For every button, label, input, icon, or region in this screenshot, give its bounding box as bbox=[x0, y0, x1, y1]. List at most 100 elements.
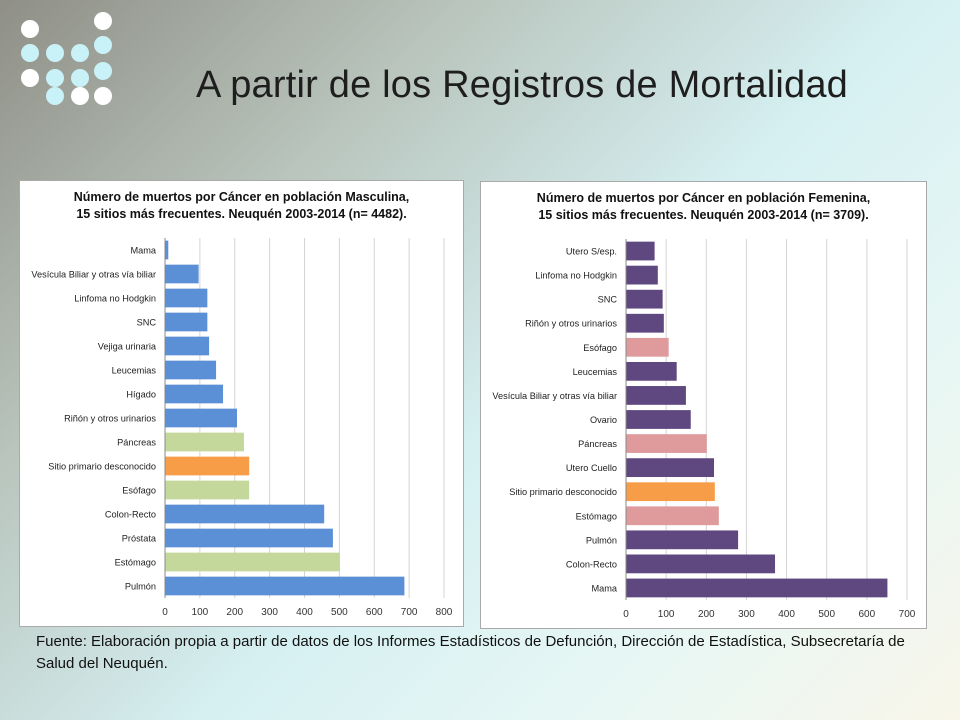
female-category-label: Esófago bbox=[583, 343, 617, 353]
male-x-tick-label: 400 bbox=[296, 607, 313, 618]
male-category-label: Vejiga urinaria bbox=[98, 342, 157, 352]
female-chart-title-line-2: 15 sitios más frecuentes. Neuquén 2003-2… bbox=[538, 208, 869, 222]
female-chart-title: Número de muertos por Cáncer en població… bbox=[481, 190, 926, 224]
female-cancer-chart: Número de muertos por Cáncer en població… bbox=[480, 181, 927, 629]
male-category-label: SNC bbox=[137, 318, 157, 328]
male-chart-plot: 0 100 200 300 400 500 600 700 800 Mama Vesícula Bi… bbox=[31, 238, 453, 618]
female-bar bbox=[626, 506, 719, 526]
male-bar bbox=[165, 456, 250, 476]
female-bar bbox=[626, 313, 664, 333]
decorative-dot bbox=[94, 36, 112, 54]
female-category-label: Páncreas bbox=[578, 439, 617, 449]
decorative-dot bbox=[71, 44, 89, 62]
decorative-dot bbox=[21, 20, 39, 38]
male-x-tick-label: 0 bbox=[162, 607, 168, 618]
male-cancer-chart: Número de muertos por Cáncer en població… bbox=[19, 180, 464, 627]
male-bar bbox=[165, 312, 208, 332]
decorative-dot bbox=[71, 69, 89, 87]
male-bar bbox=[165, 408, 237, 428]
male-bar bbox=[165, 384, 224, 404]
male-category-label: Leucemias bbox=[112, 366, 157, 376]
female-category-label: Leucemias bbox=[573, 367, 618, 377]
decorative-dot bbox=[21, 69, 39, 87]
male-category-label: Linfoma no Hodgkin bbox=[74, 294, 156, 304]
decorative-dot bbox=[94, 12, 112, 30]
source-note: Fuente: Elaboración propia a partir de d… bbox=[36, 633, 905, 672]
female-bar bbox=[626, 458, 715, 478]
female-bar bbox=[626, 578, 888, 598]
slide-title: A partir de los Registros de Mortalidad bbox=[196, 64, 849, 106]
male-category-label: Hígado bbox=[126, 390, 156, 400]
male-bar bbox=[165, 528, 333, 548]
male-category-label: Colon-Recto bbox=[105, 510, 156, 520]
female-category-label: Pulmón bbox=[586, 535, 617, 545]
female-bar bbox=[626, 361, 677, 381]
female-chart-title-line-1: Número de muertos por Cáncer en població… bbox=[536, 191, 871, 205]
male-bar bbox=[165, 336, 210, 356]
male-category-label: Mama bbox=[130, 246, 156, 256]
male-chart-title-line-1: Número de muertos por Cáncer en població… bbox=[73, 190, 410, 204]
male-chart-title: Número de muertos por Cáncer en població… bbox=[20, 189, 463, 223]
female-bar bbox=[626, 265, 658, 285]
male-category-label: Próstata bbox=[122, 534, 157, 544]
female-bar bbox=[626, 530, 739, 550]
female-category-label: Utero Cuello bbox=[566, 463, 617, 473]
male-category-label: Estómago bbox=[115, 558, 156, 568]
female-category-label: Vesícula Biliar y otras vía biliar bbox=[492, 391, 617, 401]
male-bar bbox=[165, 360, 217, 380]
female-x-tick-label: 100 bbox=[658, 609, 675, 620]
male-category-label: Páncreas bbox=[117, 438, 156, 448]
female-x-tick-label: 200 bbox=[698, 609, 715, 620]
male-bar bbox=[165, 576, 405, 596]
decorative-dot bbox=[94, 62, 112, 80]
female-bar bbox=[626, 289, 663, 309]
female-category-label: Mama bbox=[591, 583, 617, 593]
male-bar bbox=[165, 504, 325, 524]
male-category-label: Pulmón bbox=[125, 582, 156, 592]
decorative-dot bbox=[46, 87, 64, 105]
female-category-label: SNC bbox=[598, 295, 618, 305]
female-bar bbox=[626, 554, 776, 574]
female-category-label: Riñón y otros urinarios bbox=[525, 319, 617, 329]
female-category-label: Sitio primario desconocido bbox=[509, 487, 617, 497]
female-x-tick-label: 400 bbox=[778, 609, 795, 620]
female-x-tick-label: 700 bbox=[899, 609, 916, 620]
male-x-tick-label: 700 bbox=[401, 607, 418, 618]
male-bar bbox=[165, 288, 208, 308]
male-category-label: Vesícula Biliar y otras vía biliar bbox=[31, 270, 156, 280]
decorative-dot-grid bbox=[21, 12, 112, 105]
male-category-label: Riñón y otros urinarios bbox=[64, 414, 156, 424]
female-x-tick-label: 500 bbox=[818, 609, 835, 620]
male-x-tick-label: 100 bbox=[192, 607, 209, 618]
female-category-label: Utero S/esp. bbox=[566, 247, 617, 257]
male-category-label: Sitio primario desconocido bbox=[48, 462, 156, 472]
female-x-tick-label: 300 bbox=[738, 609, 755, 620]
decorative-dot bbox=[71, 87, 89, 105]
male-bar bbox=[165, 552, 340, 572]
male-x-tick-label: 200 bbox=[226, 607, 243, 618]
female-bar bbox=[626, 337, 669, 357]
decorative-dot bbox=[21, 44, 39, 62]
male-x-tick-label: 600 bbox=[366, 607, 383, 618]
female-bar bbox=[626, 410, 691, 429]
female-bar bbox=[626, 482, 715, 502]
male-x-tick-label: 800 bbox=[436, 607, 453, 618]
decorative-dot bbox=[46, 69, 64, 87]
male-bar bbox=[165, 480, 250, 500]
male-bar bbox=[165, 432, 244, 452]
female-category-label: Linfoma no Hodgkin bbox=[535, 271, 617, 281]
male-chart-title-line-2: 15 sitios más frecuentes. Neuquén 2003-2… bbox=[76, 207, 407, 221]
female-category-label: Colon-Recto bbox=[566, 559, 617, 569]
female-category-label: Ovario bbox=[590, 415, 617, 425]
female-x-tick-label: 600 bbox=[859, 609, 876, 620]
female-category-label: Estómago bbox=[576, 511, 617, 521]
male-bar bbox=[165, 240, 169, 260]
female-x-tick-label: 0 bbox=[623, 609, 629, 620]
male-x-tick-label: 500 bbox=[331, 607, 348, 618]
female-bar bbox=[626, 434, 707, 453]
female-chart-plot: 0 100 200 300 400 500 600 700 Utero S/esp. Linfom… bbox=[492, 239, 916, 620]
male-category-label: Esófago bbox=[122, 486, 156, 496]
female-bar bbox=[626, 241, 655, 261]
male-x-tick-label: 300 bbox=[261, 607, 278, 618]
decorative-dot bbox=[94, 87, 112, 105]
